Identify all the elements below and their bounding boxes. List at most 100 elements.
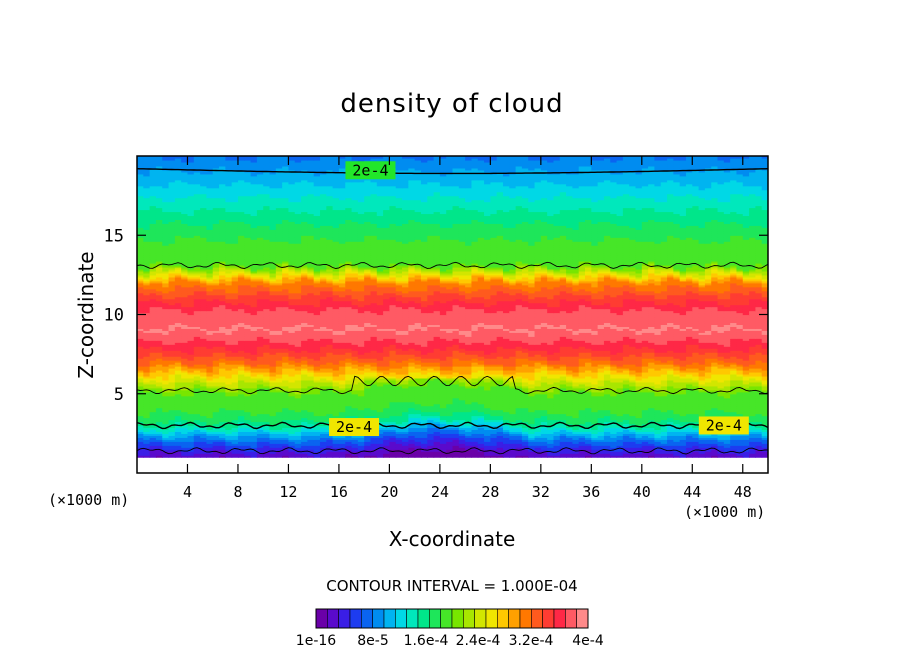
density-cell [603, 445, 611, 448]
density-cell [692, 471, 700, 473]
density-cell [294, 449, 302, 452]
density-cell [578, 461, 586, 464]
density-cell [749, 459, 756, 462]
density-cell [408, 445, 416, 448]
density-cell [174, 451, 182, 454]
density-cell [446, 453, 454, 456]
density-cell [338, 455, 346, 458]
density-cell [736, 467, 744, 470]
density-cell [231, 463, 239, 466]
density-cell [452, 443, 460, 446]
density-cell [250, 455, 258, 458]
density-cell [534, 465, 542, 468]
density-cell [484, 465, 491, 468]
density-cell [439, 467, 447, 470]
density-cell [622, 463, 630, 466]
density-cell [332, 447, 340, 450]
density-cell [307, 471, 315, 473]
density-cell [698, 445, 706, 448]
density-cell [742, 457, 750, 460]
density-cell [534, 469, 542, 472]
density-cell [395, 447, 403, 450]
density-cell [635, 447, 643, 450]
density-cell [477, 443, 485, 446]
density-cell [433, 449, 441, 452]
density-cell [168, 469, 176, 472]
density-cell [515, 459, 523, 462]
density-cell [420, 465, 428, 468]
density-cell [231, 469, 239, 472]
density-cell [395, 465, 403, 468]
density-cell [553, 467, 561, 470]
density-cell [162, 449, 170, 452]
density-cell [256, 453, 264, 456]
density-cell [723, 469, 731, 472]
density-cell [332, 443, 340, 446]
density-cell [244, 469, 252, 472]
density-cell [723, 453, 731, 456]
density-cell [206, 447, 214, 450]
density-cell [319, 457, 327, 460]
density-cell [673, 461, 681, 464]
density-cell [566, 469, 573, 472]
density-cell [540, 455, 548, 458]
density-cell [446, 447, 454, 450]
density-cell [591, 449, 599, 452]
density-cell [319, 471, 327, 473]
density-cell [446, 455, 454, 458]
density-cell [200, 471, 208, 473]
density-cell [723, 455, 731, 458]
density-cell [275, 447, 283, 450]
density-cell [433, 469, 441, 472]
density-cell [389, 453, 397, 456]
density-cell [294, 451, 302, 454]
density-cell [603, 463, 611, 466]
density-cell [364, 449, 372, 452]
density-cell [364, 459, 372, 462]
density-cell [502, 451, 510, 454]
density-cell [458, 453, 466, 456]
density-cell [237, 451, 245, 454]
density-cell [673, 455, 681, 458]
density-cell [635, 449, 643, 452]
density-cell [275, 465, 283, 468]
density-cell [307, 463, 315, 466]
density-cell [446, 467, 454, 470]
density-cell [301, 443, 308, 446]
density-cell [730, 453, 738, 456]
density-cell [622, 465, 630, 468]
density-cell [685, 459, 693, 462]
density-cell [585, 467, 592, 470]
density-cell [294, 443, 302, 446]
density-cell [174, 463, 182, 466]
density-cell [345, 455, 353, 458]
density-cell [559, 445, 567, 448]
density-cell [332, 471, 340, 473]
density-cell [622, 457, 630, 460]
density-cell [685, 447, 693, 450]
density-cell [244, 455, 252, 458]
density-cell [275, 443, 283, 446]
density-cell [225, 449, 233, 452]
density-cell [383, 469, 390, 472]
density-cell [345, 445, 353, 448]
density-cell [566, 465, 573, 468]
density-cell [244, 467, 252, 470]
density-cell [244, 449, 252, 452]
density-cell [528, 469, 536, 472]
density-cell [364, 469, 372, 472]
density-cell [755, 461, 763, 464]
density-cell [603, 467, 611, 470]
density-cell [572, 453, 580, 456]
density-cell [547, 471, 555, 473]
density-cell [143, 443, 151, 446]
density-cell [351, 457, 359, 460]
density-cell [654, 453, 662, 456]
density-cell [465, 465, 473, 468]
density-cell [244, 461, 252, 464]
density-cell [723, 467, 731, 470]
density-cell [301, 451, 308, 454]
density-cell [256, 447, 264, 450]
density-cell [181, 465, 189, 468]
density-cell [534, 463, 542, 466]
